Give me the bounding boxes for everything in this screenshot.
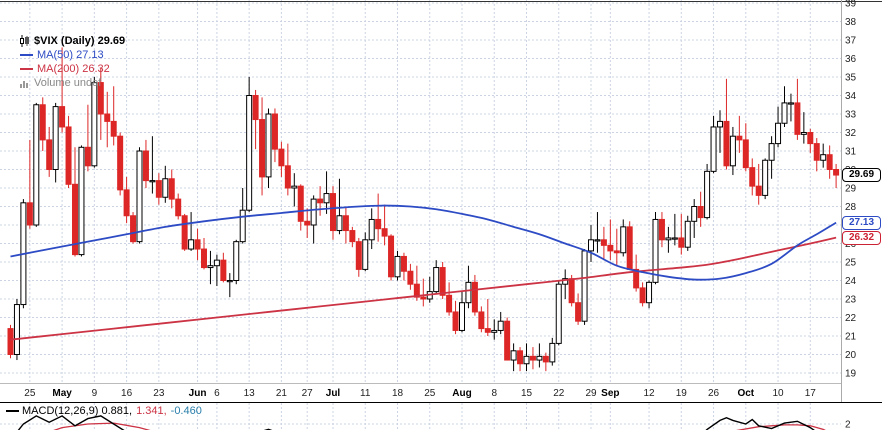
svg-text:38: 38	[845, 17, 857, 28]
chart-legend: $VIX (Daily) 29.69 MA(50) 27.13 MA(200) …	[20, 34, 125, 90]
volume-legend-row: Volume undef	[20, 76, 125, 90]
svg-text:25: 25	[424, 388, 436, 399]
x-axis-labels: 25 May 9 16 23 Jun 6 13 21 27 Jul 11 18 25 Aug 8 15 22 29 S…	[24, 388, 816, 399]
svg-text:29: 29	[845, 184, 857, 195]
svg-text:Aug: Aug	[452, 388, 471, 399]
ma200-legend-label: MA(200) 26.32	[37, 63, 110, 75]
macd-legend-label: MACD(12,26,9) 0.881,	[22, 405, 133, 417]
macd-plot	[17, 415, 826, 430]
last-price-tag: 29.69	[842, 168, 881, 183]
svg-text:12: 12	[643, 388, 655, 399]
macd-hist-value: -0.460	[170, 405, 202, 417]
macd-main-line	[17, 415, 815, 430]
macd-legend-row: MACD(12,26,9) 0.881, 1.341, -0.460	[6, 405, 202, 417]
svg-text:May: May	[52, 388, 72, 399]
svg-text:9: 9	[92, 388, 98, 399]
price-plot	[7, 47, 840, 372]
svg-text:33: 33	[845, 110, 857, 121]
svg-text:18: 18	[392, 388, 404, 399]
svg-text:2: 2	[845, 420, 851, 430]
svg-text:32: 32	[845, 128, 857, 139]
svg-text:27: 27	[302, 388, 314, 399]
svg-text:28: 28	[845, 202, 857, 213]
svg-text:Oct: Oct	[737, 388, 754, 399]
svg-text:39: 39	[845, 0, 857, 10]
svg-text:19: 19	[676, 388, 688, 399]
svg-text:31: 31	[845, 147, 857, 158]
symbol-legend-label: $VIX (Daily) 29.69	[34, 35, 126, 47]
svg-text:Jul: Jul	[326, 388, 341, 399]
svg-text:21: 21	[845, 332, 857, 343]
svg-text:6: 6	[214, 388, 220, 399]
svg-text:26: 26	[708, 388, 720, 399]
svg-text:16: 16	[121, 388, 133, 399]
svg-text:25: 25	[845, 258, 857, 269]
svg-text:22: 22	[553, 388, 565, 399]
ma200-line	[10, 236, 837, 341]
symbol-legend-row: $VIX (Daily) 29.69	[20, 34, 125, 48]
macd-signal-value: 1.341,	[136, 405, 167, 417]
svg-text:25: 25	[24, 388, 36, 399]
volume-legend-label: Volume undef	[34, 77, 102, 89]
svg-text:24: 24	[845, 276, 857, 287]
svg-text:15: 15	[521, 388, 533, 399]
svg-text:8: 8	[491, 388, 497, 399]
ma50-value-tag: 27.13	[842, 215, 881, 230]
candlestick-icon	[20, 35, 30, 47]
svg-text:Jun: Jun	[189, 388, 207, 399]
svg-text:29: 29	[585, 388, 597, 399]
svg-text:21: 21	[276, 388, 288, 399]
ma50-line	[10, 204, 837, 281]
ma50-legend-label: MA(50) 27.13	[37, 49, 104, 61]
macd-line-icon	[6, 410, 19, 412]
volume-bars-icon	[20, 79, 30, 88]
ma200-value-tag: 26.32	[842, 230, 881, 245]
svg-text:10: 10	[772, 388, 784, 399]
svg-text:19: 19	[845, 369, 857, 380]
svg-text:37: 37	[845, 36, 857, 47]
svg-text:13: 13	[244, 388, 256, 399]
ma50-line-icon	[20, 54, 33, 56]
svg-text:22: 22	[845, 313, 857, 324]
svg-text:20: 20	[845, 350, 857, 361]
ma200-line-icon	[20, 68, 33, 70]
svg-text:Sep: Sep	[601, 388, 619, 399]
svg-text:35: 35	[845, 73, 857, 84]
svg-text:17: 17	[805, 388, 817, 399]
ma200-legend-row: MA(200) 26.32	[20, 62, 125, 76]
svg-text:11: 11	[360, 388, 371, 399]
ma50-legend-row: MA(50) 27.13	[20, 48, 125, 62]
svg-text:23: 23	[845, 295, 857, 306]
svg-text:34: 34	[845, 91, 857, 102]
svg-text:23: 23	[153, 388, 165, 399]
svg-text:36: 36	[845, 54, 857, 65]
